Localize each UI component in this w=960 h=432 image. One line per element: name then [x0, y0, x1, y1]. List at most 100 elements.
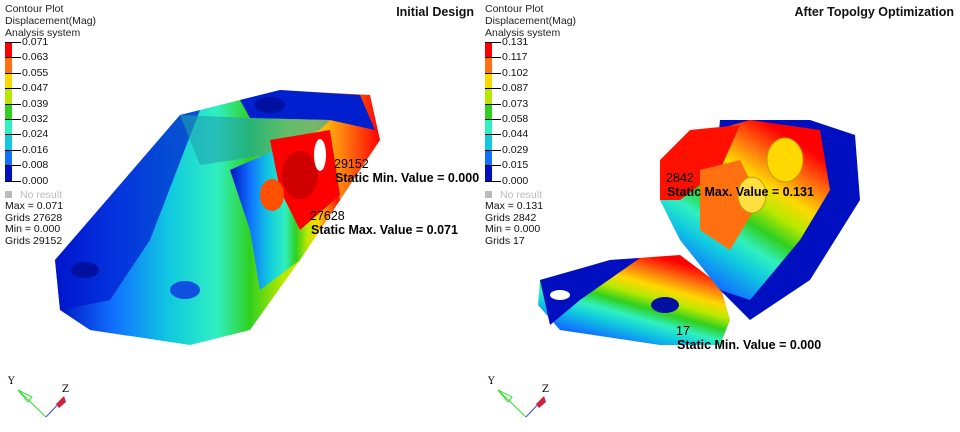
legend-color-band — [5, 149, 12, 166]
legend-tick — [5, 180, 21, 182]
stats: Max = 0.131 Grids 2842 Min = 0.000 Grids… — [485, 200, 544, 247]
optimized-design-viewport[interactable]: Contour Plot Displacement(Mag) Analysis … — [480, 0, 960, 432]
legend-color-band — [485, 88, 492, 104]
contour-header: Contour Plot Displacement(Mag) Analysis … — [5, 3, 96, 39]
axis-triad: Y Z — [7, 376, 69, 418]
header-line: Displacement(Mag) — [5, 15, 97, 27]
no-result-label: No result — [20, 189, 63, 201]
legend-value: 0.073 — [502, 97, 529, 110]
legend-tick — [5, 88, 21, 90]
header-line: Contour Plot — [485, 3, 544, 15]
stats: Max = 0.071 Grids 27628 Min = 0.000 Grid… — [5, 200, 64, 247]
max-node-id: 27628 — [310, 209, 345, 223]
legend-value: 0.000 — [502, 174, 529, 187]
legend-tick — [485, 88, 501, 90]
legend-color-band — [5, 134, 12, 150]
no-result-swatch — [5, 191, 12, 198]
max-value-label: Static Max. Value = 0.131 — [667, 185, 814, 199]
stat-line: Grids 2842 — [485, 211, 537, 224]
min-node-id: 17 — [676, 324, 690, 338]
stat-line: Min = 0.000 — [485, 223, 541, 236]
initial-design-model — [55, 90, 380, 345]
z-axis-label: Z — [542, 384, 549, 395]
legend-color-band — [5, 72, 12, 89]
contour-header: Contour Plot Displacement(Mag) Analysis … — [485, 3, 576, 39]
legend-value: 0.039 — [22, 97, 49, 110]
panel-title: After Topolgy Optimization — [794, 5, 954, 19]
legend-tick — [5, 119, 21, 120]
optimized-design-model — [538, 120, 860, 345]
min-node-id: 29152 — [334, 157, 369, 171]
legend-value: 0.016 — [22, 143, 49, 156]
legend-tick — [485, 119, 501, 120]
axis-triad: Y Z — [487, 376, 549, 418]
legend-color-band — [485, 57, 492, 73]
legend-color-band — [5, 57, 12, 73]
max-value-label: Static Max. Value = 0.071 — [311, 223, 458, 237]
initial-design-viewport[interactable]: Contour Plot Displacement(Mag) Analysis … — [0, 0, 480, 432]
min-value-label: Static Min. Value = 0.000 — [335, 171, 480, 185]
legend-value: 0.058 — [502, 113, 529, 125]
legend-color-band — [485, 42, 492, 58]
no-result-label: No result — [500, 189, 543, 201]
legend-tick — [485, 103, 501, 105]
legend-color-band — [485, 72, 492, 89]
legend-color-band — [485, 134, 492, 150]
header-line: Analysis system — [5, 27, 81, 39]
legend-color-band — [5, 42, 12, 58]
stat-line: Grids 17 — [485, 234, 525, 247]
stat-line: Min = 0.000 — [5, 223, 61, 236]
legend-tick — [5, 165, 21, 167]
legend-tick — [485, 42, 501, 43]
no-result-entry: No result — [485, 189, 542, 201]
legend-tick — [485, 72, 501, 74]
legend-value: 0.000 — [22, 174, 49, 187]
legend-color-band — [5, 103, 12, 119]
legend-tick — [5, 72, 21, 74]
header-line: Contour Plot — [5, 3, 64, 15]
legend-color-band — [5, 88, 12, 104]
stat-line: Max = 0.071 — [5, 200, 64, 212]
legend-value: 0.044 — [502, 128, 529, 141]
legend-color-band — [485, 103, 492, 119]
legend-tick — [485, 149, 501, 151]
legend-value: 0.008 — [22, 159, 49, 172]
legend-color-band — [5, 165, 12, 181]
legend-tick — [5, 57, 21, 59]
legend-tick — [5, 42, 21, 43]
legend-value: 0.029 — [502, 143, 529, 156]
legend-tick — [485, 57, 501, 59]
max-node-id: 2842 — [666, 171, 694, 185]
stat-line: Grids 27628 — [5, 211, 63, 224]
panel-title: Initial Design — [396, 5, 474, 19]
no-result-entry: No result — [5, 189, 62, 201]
stat-line: Max = 0.131 — [485, 200, 544, 212]
legend-value: 0.071 — [22, 36, 49, 48]
legend-value: 0.024 — [22, 128, 49, 141]
y-axis-label: Y — [487, 376, 495, 387]
legend-color-band — [485, 149, 492, 166]
header-line: Displacement(Mag) — [485, 15, 577, 27]
legend-tick — [5, 134, 21, 136]
legend-color-band — [485, 165, 492, 181]
legend-value: 0.063 — [22, 51, 49, 64]
legend-color-band — [485, 119, 492, 135]
no-result-swatch — [485, 191, 492, 198]
legend-value: 0.055 — [22, 66, 49, 79]
min-value-label: Static Min. Value = 0.000 — [677, 338, 822, 352]
legend-value: 0.015 — [502, 159, 529, 172]
stat-line: Grids 29152 — [5, 234, 63, 247]
legend-color-band — [5, 119, 12, 135]
legend-value: 0.047 — [22, 82, 49, 95]
legend-value: 0.087 — [502, 82, 529, 95]
legend-tick — [5, 103, 21, 105]
legend-tick — [485, 134, 501, 136]
header-line: Analysis system — [485, 27, 561, 39]
legend-value: 0.131 — [502, 36, 529, 48]
y-axis-label: Y — [7, 376, 15, 387]
legend-tick — [5, 149, 21, 151]
legend-tick — [485, 165, 501, 167]
legend-value: 0.117 — [502, 51, 528, 64]
legend-tick — [485, 180, 501, 182]
legend-value: 0.032 — [22, 113, 49, 125]
